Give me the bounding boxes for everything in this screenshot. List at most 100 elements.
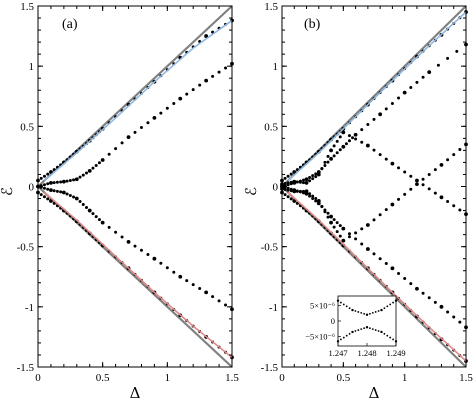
dot-marker	[378, 257, 382, 261]
dot-marker	[178, 97, 182, 101]
inset-dot-marker	[389, 303, 392, 306]
inset-dot-marker	[360, 328, 363, 331]
dot-marker	[439, 163, 443, 167]
y-tick-label: 1	[273, 61, 279, 73]
dot-marker	[65, 192, 69, 196]
dot-marker	[172, 270, 176, 274]
dot-marker	[85, 206, 88, 210]
dot-marker	[341, 227, 345, 231]
dot-marker	[347, 235, 351, 239]
dot-marker	[421, 177, 425, 181]
dot-marker	[326, 160, 330, 164]
dot-marker	[120, 235, 124, 239]
inset-frame	[337, 295, 397, 347]
dot-marker	[341, 239, 345, 243]
inset-dot-marker	[371, 328, 374, 331]
dot-marker	[146, 252, 150, 256]
dot-marker	[341, 130, 345, 134]
dot-marker	[305, 177, 309, 181]
dot-marker	[452, 204, 456, 208]
dot-marker	[52, 181, 56, 185]
dot-marker	[217, 299, 221, 303]
y-tick-label: -1.5	[17, 362, 35, 374]
inset-dot-marker	[392, 301, 394, 304]
dot-marker	[397, 96, 401, 100]
x-axis-label: Δ	[130, 384, 141, 402]
inset-dot-marker	[337, 340, 339, 343]
dot-marker	[326, 215, 330, 219]
x-tick-label: 0.5	[336, 372, 350, 384]
dot-marker	[366, 247, 370, 251]
dot-marker	[323, 163, 327, 167]
dot-marker	[81, 203, 85, 207]
dot-marker	[323, 160, 327, 164]
inset-dot-marker	[363, 312, 365, 315]
dot-marker	[311, 177, 315, 181]
dot-marker	[335, 151, 339, 155]
dot-marker	[409, 187, 413, 191]
x-tick-label: 1	[402, 372, 408, 384]
dot-marker	[42, 186, 46, 190]
y-tick-label: -1	[269, 302, 278, 314]
dot-marker	[390, 101, 394, 105]
dot-marker	[114, 230, 118, 234]
dot-marker	[314, 197, 318, 201]
dot-marker	[439, 195, 443, 199]
dot-marker	[289, 187, 293, 191]
dot-marker	[178, 275, 182, 279]
panel-b: 0 0.5 1 1.51.510.50-0.5-1-1.5Δℰ(b)1.247 1.24…	[242, 1, 473, 402]
dot-marker	[114, 147, 118, 151]
dot-marker	[52, 189, 56, 193]
dot-series-4	[36, 184, 234, 312]
dot-marker	[198, 286, 202, 290]
dot-marker	[354, 137, 358, 141]
dot-marker	[152, 257, 156, 261]
dot-marker	[159, 261, 163, 265]
dot-marker	[286, 181, 290, 185]
dot-marker	[403, 91, 407, 95]
dot-marker	[55, 180, 59, 184]
dot-marker	[49, 188, 53, 192]
dot-marker	[397, 271, 401, 275]
dot-marker	[172, 101, 176, 105]
upper-curve-line	[287, 11, 467, 182]
y-tick-label: 1	[29, 61, 35, 73]
dot-marker	[390, 203, 394, 207]
inset-dot-marker	[340, 338, 342, 341]
dot-marker	[295, 180, 299, 184]
dot-marker	[65, 179, 69, 183]
panel-label: (b)	[304, 17, 321, 32]
inset-dot-marker	[392, 338, 394, 341]
dot-marker	[283, 176, 287, 180]
x-tick-label: 1.5	[225, 372, 239, 384]
dot-marker	[427, 187, 431, 191]
dot-marker	[88, 169, 92, 173]
dot-series-5	[280, 142, 468, 243]
inset-dot-marker	[366, 313, 368, 316]
dot-marker	[49, 181, 53, 185]
dot-marker	[409, 282, 413, 286]
y-tick-label: 1.5	[264, 1, 278, 13]
dot-marker	[211, 295, 215, 299]
dot-marker	[133, 244, 137, 248]
inset-dot-marker	[348, 332, 351, 335]
dot-marker	[301, 191, 305, 195]
dot-marker	[211, 74, 215, 78]
inset-dot-marker	[395, 340, 397, 343]
dot-marker	[397, 197, 401, 201]
y-axis-label: ℰ	[242, 187, 260, 196]
inset-dot-marker	[383, 332, 386, 335]
dot-marker	[384, 262, 388, 266]
dot-marker	[452, 315, 456, 319]
y-axis-label: ℰ	[0, 187, 16, 196]
dot-marker	[335, 221, 339, 225]
dot-marker	[101, 158, 105, 162]
y-tick-label: 0.5	[264, 121, 278, 133]
dot-marker	[68, 194, 72, 198]
x-tick-label: 1.5	[459, 372, 473, 384]
inset-dot-marker	[369, 327, 371, 330]
dot-marker	[329, 157, 333, 161]
inset-dot-marker	[360, 311, 363, 314]
dot-marker	[446, 56, 450, 60]
inset-dot-marker	[389, 336, 392, 339]
